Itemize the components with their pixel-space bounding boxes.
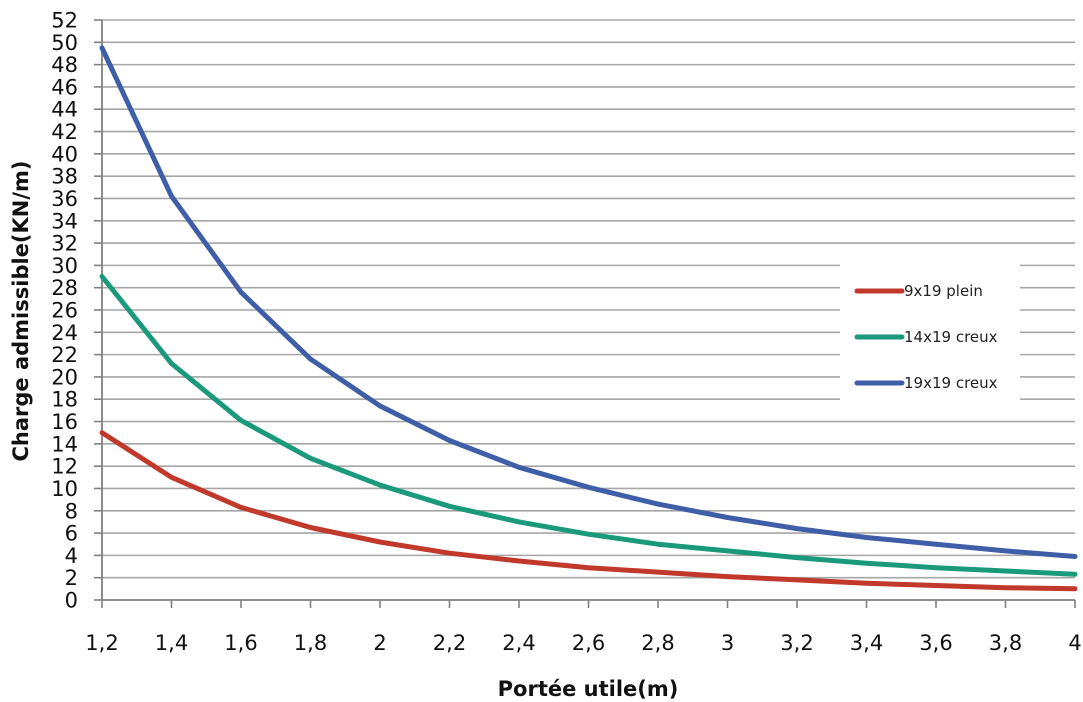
legend-label: 14x19 creux: [904, 328, 998, 346]
y-tick-label: 22: [51, 343, 78, 367]
x-tick-label: 3,2: [780, 631, 813, 655]
y-tick-label: 50: [51, 31, 78, 55]
y-tick-label: 16: [51, 410, 78, 434]
y-tick-label: 34: [51, 209, 78, 233]
series-lines: [99, 45, 1078, 592]
y-axis-title: Charge admissible(KN/m): [9, 160, 33, 461]
y-tick-label: 8: [65, 499, 78, 523]
y-tick-label: 26: [51, 299, 78, 323]
legend: 9x19 plein 14x19 creux 19x19 creux: [840, 262, 1020, 400]
y-tick-label: 48: [51, 53, 78, 77]
x-axis-title: Portée utile(m): [498, 677, 679, 701]
y-tick-label: 38: [51, 165, 78, 189]
axes: 0246810121416182022242628303234363840424…: [51, 9, 1081, 656]
y-tick-label: 18: [51, 388, 78, 412]
x-tick-label: 3: [721, 631, 734, 655]
x-tick-label: 2,6: [572, 631, 605, 655]
x-tick-label: 1,2: [85, 631, 118, 655]
y-tick-label: 14: [51, 432, 78, 456]
x-tick-label: 2,4: [502, 631, 535, 655]
y-tick-label: 0: [65, 589, 78, 613]
y-tick-label: 4: [65, 544, 78, 568]
series-line-2: [99, 274, 1078, 577]
x-tick-label: 3,8: [989, 631, 1022, 655]
x-tick-label: 3,6: [919, 631, 952, 655]
x-tick-label: 1,8: [294, 631, 327, 655]
y-tick-label: 32: [51, 232, 78, 256]
y-tick-label: 2: [65, 566, 78, 590]
legend-box: [840, 262, 1020, 400]
y-tick-label: 36: [51, 187, 78, 211]
x-tick-label: 2: [373, 631, 386, 655]
series-line-1: [99, 430, 1078, 592]
y-tick-label: 12: [51, 455, 78, 479]
y-tick-label: 44: [51, 98, 78, 122]
y-tick-label: 52: [51, 9, 78, 33]
legend-label: 19x19 creux: [904, 374, 998, 392]
y-tick-label: 20: [51, 365, 78, 389]
x-tick-label: 2,8: [641, 631, 674, 655]
y-tick-label: 28: [51, 276, 78, 300]
x-tick-label: 2,2: [433, 631, 466, 655]
y-tick-label: 30: [51, 254, 78, 278]
y-tick-label: 6: [65, 522, 78, 546]
legend-label: 9x19 plein: [904, 282, 983, 300]
x-tick-label: 4: [1068, 631, 1081, 655]
y-tick-label: 24: [51, 321, 78, 345]
y-tick-label: 40: [51, 142, 78, 166]
x-tick-label: 1,6: [224, 631, 257, 655]
series-line-3: [99, 45, 1078, 559]
y-tick-label: 10: [51, 477, 78, 501]
x-tick-label: 3,4: [850, 631, 883, 655]
x-tick-label: 1,4: [155, 631, 188, 655]
y-tick-label: 46: [51, 75, 78, 99]
y-tick-label: 42: [51, 120, 78, 144]
